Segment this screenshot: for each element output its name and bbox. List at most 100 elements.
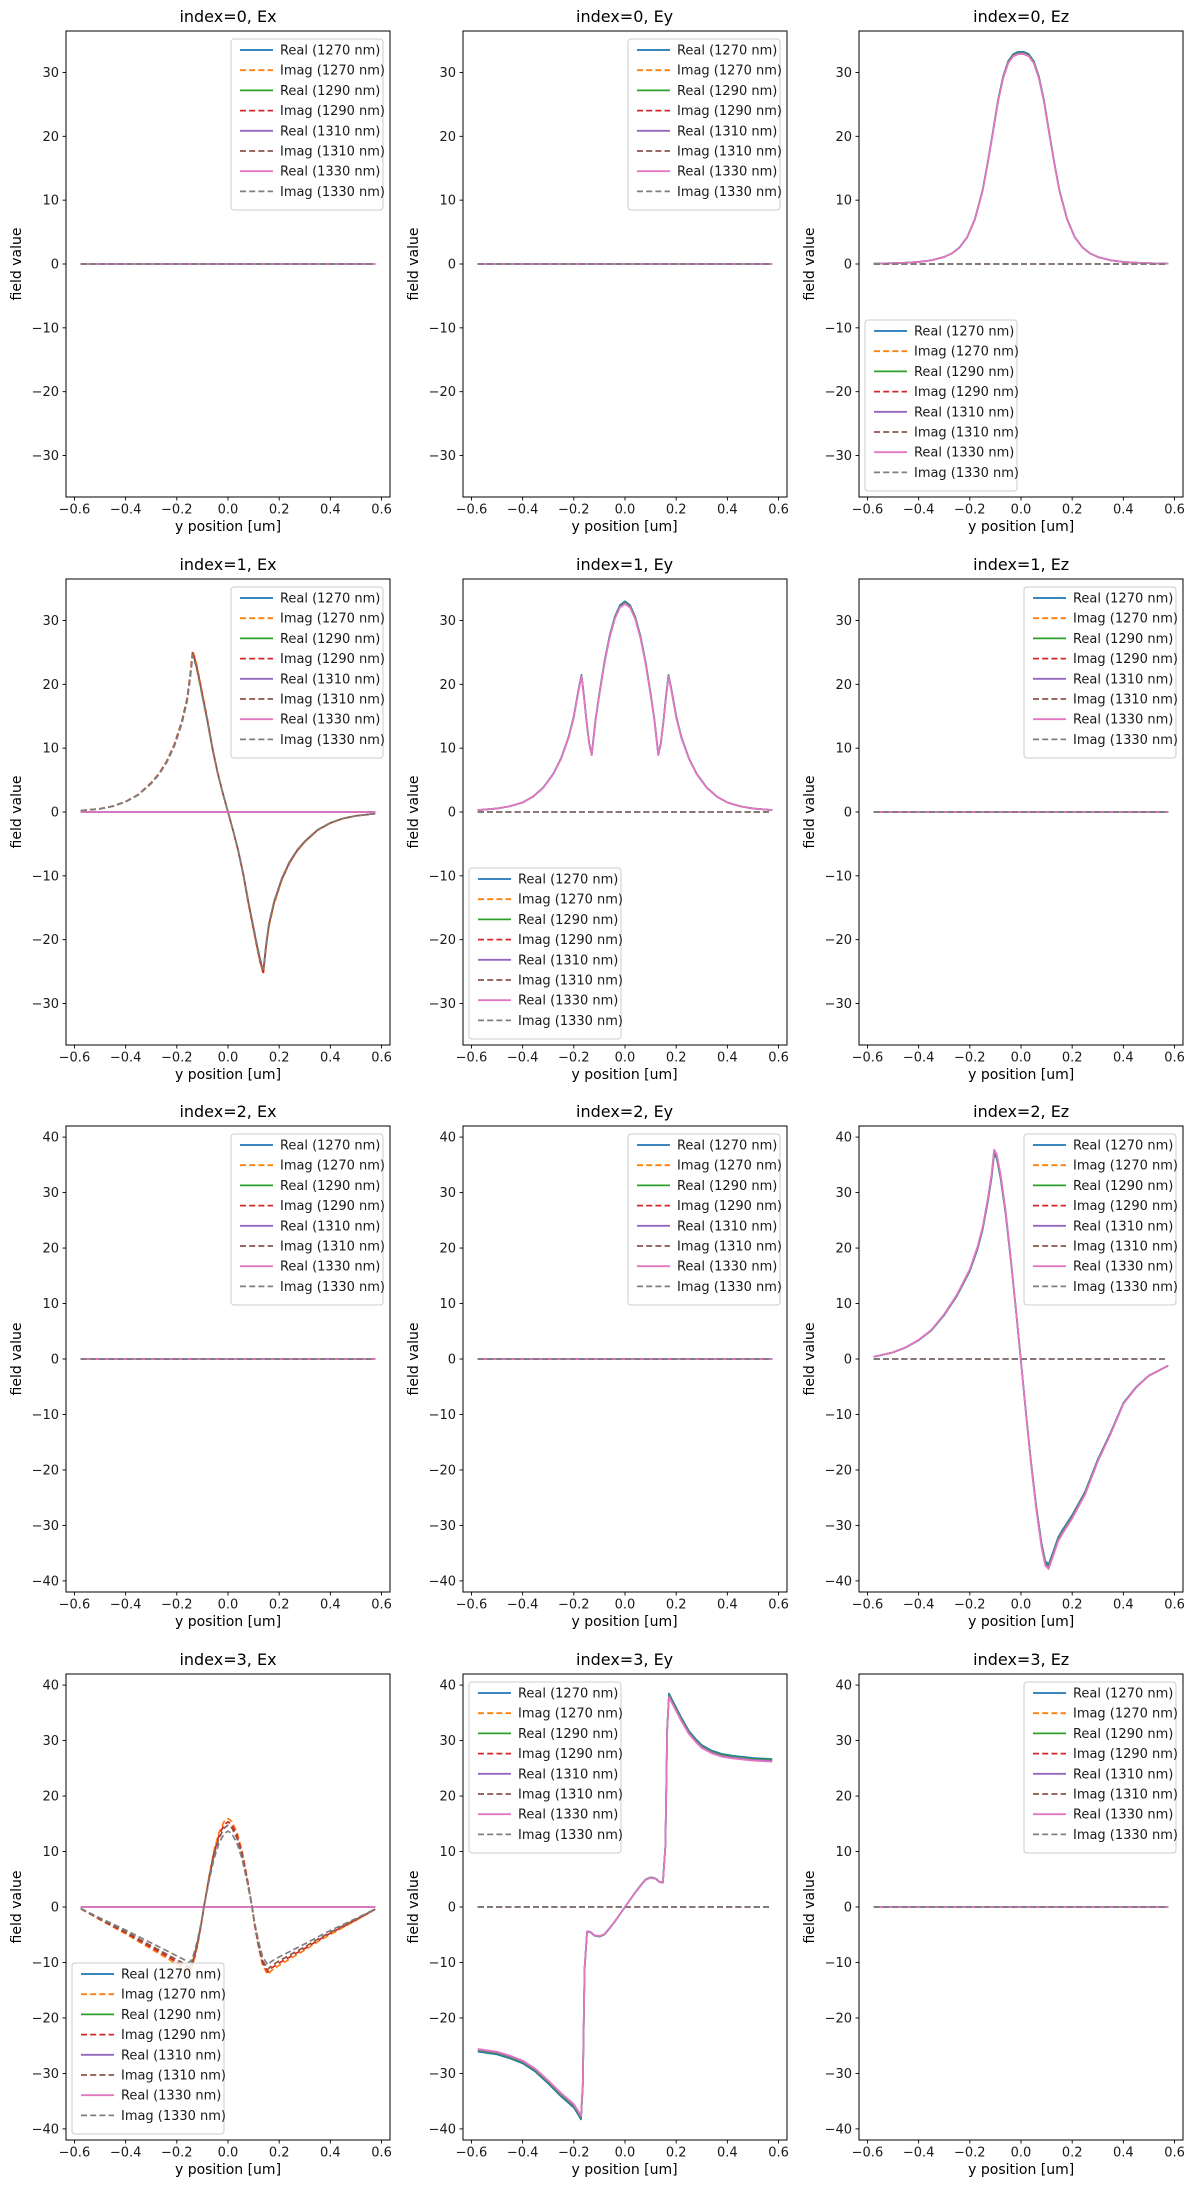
svg-text:Imag (1310 nm): Imag (1310 nm) xyxy=(1073,1240,1178,1255)
svg-text:−30: −30 xyxy=(32,2066,59,2081)
svg-text:−0.4: −0.4 xyxy=(903,1050,935,1065)
svg-text:−0.6: −0.6 xyxy=(59,502,91,517)
svg-text:0.4: 0.4 xyxy=(1113,1050,1134,1065)
svg-text:0.0: 0.0 xyxy=(218,1050,239,1065)
svg-text:−40: −40 xyxy=(428,1574,455,1589)
svg-text:−0.4: −0.4 xyxy=(110,2145,142,2160)
plot-canvas-6: −0.6 −0.4 −0.2 0.0 0.2 0.4 0.6 40 30 20 10 0 −10 −20 −… xyxy=(32,1125,392,1612)
svg-text:−10: −10 xyxy=(825,869,852,884)
svg-text:Imag (1270 nm): Imag (1270 nm) xyxy=(677,64,782,79)
svg-text:Real (1270 nm): Real (1270 nm) xyxy=(1073,1139,1173,1154)
svg-text:0.4: 0.4 xyxy=(320,502,341,517)
svg-text:Imag (1310 nm): Imag (1310 nm) xyxy=(1073,1787,1178,1802)
y-axis-label: field value xyxy=(405,227,422,301)
svg-text:Real (1270 nm): Real (1270 nm) xyxy=(914,324,1014,339)
svg-text:30: 30 xyxy=(42,1186,59,1201)
svg-text:Real (1290 nm): Real (1290 nm) xyxy=(280,631,380,646)
svg-text:Real (1270 nm): Real (1270 nm) xyxy=(677,44,777,59)
svg-text:Imag (1310 nm): Imag (1310 nm) xyxy=(677,145,782,160)
svg-text:40: 40 xyxy=(42,1131,59,1146)
svg-text:0: 0 xyxy=(51,1353,59,1368)
svg-text:−0.4: −0.4 xyxy=(110,1050,142,1065)
svg-text:−10: −10 xyxy=(428,1408,455,1423)
svg-text:Imag (1330 nm): Imag (1330 nm) xyxy=(1073,1280,1178,1295)
svg-text:−10: −10 xyxy=(32,321,59,336)
svg-text:0.4: 0.4 xyxy=(717,2145,738,2160)
svg-text:Real (1310 nm): Real (1310 nm) xyxy=(677,1219,777,1234)
svg-text:Imag (1290 nm): Imag (1290 nm) xyxy=(518,933,623,948)
svg-text:−10: −10 xyxy=(825,321,852,336)
svg-text:0.0: 0.0 xyxy=(1011,2145,1032,2160)
svg-text:Imag (1310 nm): Imag (1310 nm) xyxy=(518,1787,623,1802)
svg-text:30: 30 xyxy=(439,1734,456,1749)
svg-text:−30: −30 xyxy=(825,997,852,1012)
svg-text:Real (1270 nm): Real (1270 nm) xyxy=(518,1686,618,1701)
svg-text:Real (1310 nm): Real (1310 nm) xyxy=(280,1219,380,1234)
svg-text:−10: −10 xyxy=(32,1408,59,1423)
svg-text:Imag (1270 nm): Imag (1270 nm) xyxy=(280,1159,385,1174)
svg-text:−0.2: −0.2 xyxy=(558,1597,590,1612)
svg-text:−0.6: −0.6 xyxy=(852,2145,884,2160)
svg-text:−0.2: −0.2 xyxy=(954,2145,986,2160)
y-axis-label: field value xyxy=(802,1322,819,1396)
svg-text:Real (1330 nm): Real (1330 nm) xyxy=(677,1260,777,1275)
subplot-index3-ey: index=3, Ey −0.6 −0.4 −0.2 0.0 0.2 0.4 0.6 40 30… xyxy=(397,1643,794,2190)
svg-text:Real (1310 nm): Real (1310 nm) xyxy=(280,672,380,687)
svg-text:0.0: 0.0 xyxy=(1011,1050,1032,1065)
svg-text:−0.2: −0.2 xyxy=(558,1050,590,1065)
svg-text:0: 0 xyxy=(51,258,59,273)
svg-text:−30: −30 xyxy=(32,997,59,1012)
svg-text:Imag (1270 nm): Imag (1270 nm) xyxy=(677,1159,782,1174)
svg-text:20: 20 xyxy=(42,1789,59,1804)
svg-text:−0.4: −0.4 xyxy=(903,2145,935,2160)
subplot-index3-ex: index=3, Ex −0.6 −0.4 −0.2 0.0 0.2 0.4 0.6 40 30… xyxy=(0,1643,397,2190)
svg-text:−40: −40 xyxy=(428,2122,455,2137)
svg-text:Real (1270 nm): Real (1270 nm) xyxy=(518,872,618,887)
svg-text:0.4: 0.4 xyxy=(1113,502,1134,517)
y-axis-label: field value xyxy=(802,227,819,301)
subplot-index0-ez: index=0, Ez −0.6 −0.4 −0.2 0.0 0.2 0.4 0.6 30 20… xyxy=(793,0,1190,548)
x-axis-label: y position [um] xyxy=(174,1066,282,1083)
svg-text:−0.2: −0.2 xyxy=(161,502,193,517)
svg-text:40: 40 xyxy=(836,1678,853,1693)
legend: Real (1270 nm) Imag (1270 nm) Real (1290 n… xyxy=(864,319,1019,492)
y-axis-label: field value xyxy=(802,775,819,848)
svg-text:0: 0 xyxy=(844,805,852,820)
svg-text:Imag (1310 nm): Imag (1310 nm) xyxy=(518,973,623,988)
svg-text:Real (1310 nm): Real (1310 nm) xyxy=(121,2048,221,2063)
svg-text:−0.4: −0.4 xyxy=(506,1597,538,1612)
y-axis-label: field value xyxy=(405,1870,422,1943)
svg-text:Real (1270 nm): Real (1270 nm) xyxy=(121,1967,221,1982)
svg-text:0.4: 0.4 xyxy=(320,1050,341,1065)
svg-text:Real (1310 nm): Real (1310 nm) xyxy=(518,953,618,968)
y-axis-label: field value xyxy=(9,775,25,848)
svg-text:20: 20 xyxy=(836,677,853,692)
svg-text:20: 20 xyxy=(42,1242,59,1257)
y-axis-label: field value xyxy=(9,1870,25,1943)
svg-text:−10: −10 xyxy=(428,869,455,884)
svg-text:0.0: 0.0 xyxy=(614,1597,635,1612)
svg-text:−0.2: −0.2 xyxy=(558,2145,590,2160)
plot-canvas-9: −0.6 −0.4 −0.2 0.0 0.2 0.4 0.6 40 30 20 10 0 −10 −20 −… xyxy=(32,1673,392,2160)
svg-text:Real (1310 nm): Real (1310 nm) xyxy=(1073,1767,1173,1782)
svg-text:−0.4: −0.4 xyxy=(903,502,935,517)
legend: Real (1270 nm) Imag (1270 nm) Real (1290 n… xyxy=(1023,1133,1178,1306)
plot-title: index=1, Ey xyxy=(576,554,674,574)
legend: Real (1270 nm) Imag (1270 nm) Real (1290 n… xyxy=(1023,1681,1178,1854)
svg-text:−0.6: −0.6 xyxy=(455,1597,487,1612)
svg-text:20: 20 xyxy=(439,1789,456,1804)
plot-canvas-1: −0.6 −0.4 −0.2 0.0 0.2 0.4 0.6 30 20 10 0 −10 −20 −30… xyxy=(428,30,788,517)
svg-text:−20: −20 xyxy=(32,385,59,400)
svg-text:0: 0 xyxy=(844,258,852,273)
subplot-index0-ey: index=0, Ey −0.6 −0.4 −0.2 0.0 0.2 0.4 0.6 30 20… xyxy=(397,0,794,548)
plot-title: index=2, Ez xyxy=(973,1102,1070,1121)
svg-text:10: 10 xyxy=(42,1845,59,1860)
svg-text:Imag (1330 nm): Imag (1330 nm) xyxy=(677,1280,782,1295)
svg-text:−0.6: −0.6 xyxy=(59,1050,91,1065)
svg-text:30: 30 xyxy=(836,613,853,628)
plot-title: index=0, Ex xyxy=(179,7,277,26)
svg-text:Imag (1290 nm): Imag (1290 nm) xyxy=(677,1199,782,1214)
svg-text:Real (1330 nm): Real (1330 nm) xyxy=(518,1807,618,1822)
svg-text:Imag (1310 nm): Imag (1310 nm) xyxy=(280,692,385,707)
